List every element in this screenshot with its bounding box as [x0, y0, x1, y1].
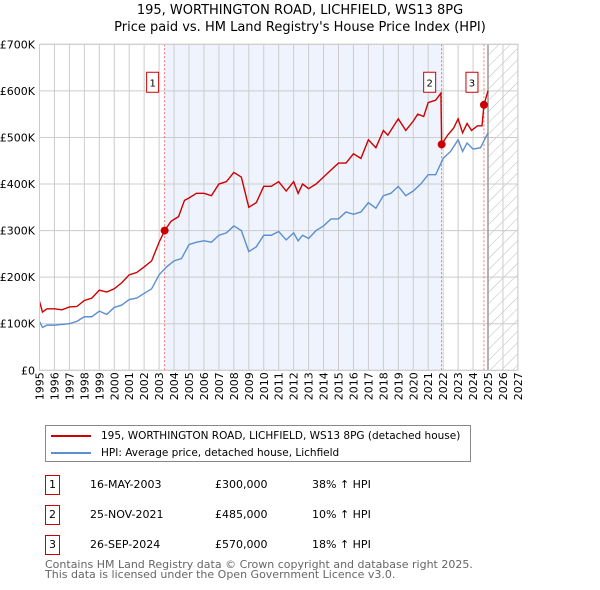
y-tick-label: £300K: [0, 225, 36, 238]
x-tick-label: 2004: [168, 372, 181, 400]
x-tick-label: 2014: [318, 372, 331, 400]
sale-point: [437, 140, 446, 149]
sale-date: 26-SEP-2024: [90, 538, 161, 551]
x-tick-label: 2010: [258, 372, 271, 400]
x-tick-label: 2013: [303, 372, 316, 400]
x-tick-label: 2024: [467, 372, 480, 400]
sale-marker-label: 1: [45, 475, 60, 495]
x-tick-label: 2017: [362, 372, 375, 400]
legend-swatch-blue: [51, 452, 91, 454]
y-tick-label: £0: [21, 364, 35, 377]
sale-hpi-diff: 18% ↑ HPI: [312, 538, 371, 551]
sale-row: 1 16-MAY-2003 £300,000 38% ↑ HPI: [45, 475, 465, 495]
sale-hpi-diff: 10% ↑ HPI: [312, 508, 371, 521]
footer-line: Contains HM Land Registry data © Crown c…: [45, 558, 473, 571]
x-tick-label: 2021: [422, 372, 435, 400]
y-tick-label: £700K: [0, 38, 36, 51]
x-tick-label: 1999: [93, 372, 106, 400]
sale-label: 2: [426, 78, 432, 89]
sale-label-box: [465, 71, 479, 93]
x-tick-label: 2015: [333, 372, 346, 400]
chart-subtitle: Price paid vs. HM Land Registry's House …: [114, 20, 486, 35]
y-tick-label: £200K: [0, 271, 36, 284]
x-tick-label: 2025: [482, 372, 495, 400]
x-tick-label: 2008: [228, 372, 241, 400]
plot-border: [39, 43, 519, 371]
footer-line: This data is licensed under the Open Gov…: [45, 568, 396, 581]
x-tick-label: 2001: [123, 372, 136, 400]
legend-swatch-red: [51, 435, 91, 437]
x-tick-label: 2009: [243, 372, 256, 400]
footer: Contains HM Land Registry data © Crown c…: [45, 558, 473, 581]
shaded-period: [164, 44, 442, 371]
plot-area: 1995 1996 1997 1998 1999 2000 2001 2002 2003 2004…: [0, 38, 525, 400]
x-tick-label: 2027: [512, 372, 525, 400]
series-line: [38, 132, 489, 329]
y-tick-label: £500K: [0, 131, 36, 144]
x-tick-label: 2016: [347, 372, 360, 400]
y-tick-label: £100K: [0, 318, 36, 331]
x-tick-label: 2002: [138, 372, 151, 400]
sale-price: £485,000: [215, 508, 268, 521]
x-tick-label: 2007: [213, 372, 226, 400]
sale-label-box: [146, 71, 160, 93]
legend-label-property: 195, WORTHINGTON ROAD, LICHFIELD, WS13 8…: [101, 430, 461, 442]
sale-row: 3 26-SEP-2024 £570,000 18% ↑ HPI: [45, 535, 465, 555]
x-tick-label: 1998: [78, 372, 91, 400]
sale-point: [160, 226, 169, 235]
x-tick-label: 2026: [497, 372, 510, 400]
sale-hpi-diff: 38% ↑ HPI: [312, 478, 371, 491]
sale-marker-label: 2: [45, 505, 60, 525]
sale-price: £570,000: [215, 538, 268, 551]
x-tick-label: 1997: [63, 372, 76, 400]
x-tick-label: 1995: [34, 372, 47, 400]
x-tick-label: 2005: [183, 372, 196, 400]
x-tick-label: 2022: [437, 372, 450, 400]
sale-label-box: [423, 71, 437, 93]
sale-date: 25-NOV-2021: [90, 508, 164, 521]
x-tick-label: 2011: [273, 372, 286, 400]
y-tick-label: £600K: [0, 85, 36, 98]
sale-price: £300,000: [215, 478, 268, 491]
legend: 195, WORTHINGTON ROAD, LICHFIELD, WS13 8…: [45, 425, 471, 462]
x-tick-label: 2003: [153, 372, 166, 400]
sale-label: 1: [149, 78, 155, 89]
chart-title: 195, WORTHINGTON ROAD, LICHFIELD, WS13 8…: [136, 3, 464, 18]
series-line: [38, 90, 489, 314]
legend-label-hpi: HPI: Average price, detached house, Lich…: [101, 447, 340, 459]
sale-label: 3: [469, 78, 475, 89]
sale-point: [479, 100, 488, 109]
x-tick-label: 2012: [288, 372, 301, 400]
x-tick-label: 1996: [48, 372, 61, 400]
x-tick-label: 2019: [392, 372, 405, 400]
x-tick-label: 2023: [452, 372, 465, 400]
x-tick-label: 2020: [407, 372, 420, 400]
sale-marker-label: 3: [45, 535, 60, 555]
sale-date: 16-MAY-2003: [90, 478, 162, 491]
x-tick-label: 2006: [198, 372, 211, 400]
y-tick-label: £400K: [0, 178, 36, 191]
sale-row: 2 25-NOV-2021 £485,000 10% ↑ HPI: [45, 505, 465, 525]
x-tick-label: 2018: [377, 372, 390, 400]
x-tick-label: 2000: [108, 372, 121, 400]
